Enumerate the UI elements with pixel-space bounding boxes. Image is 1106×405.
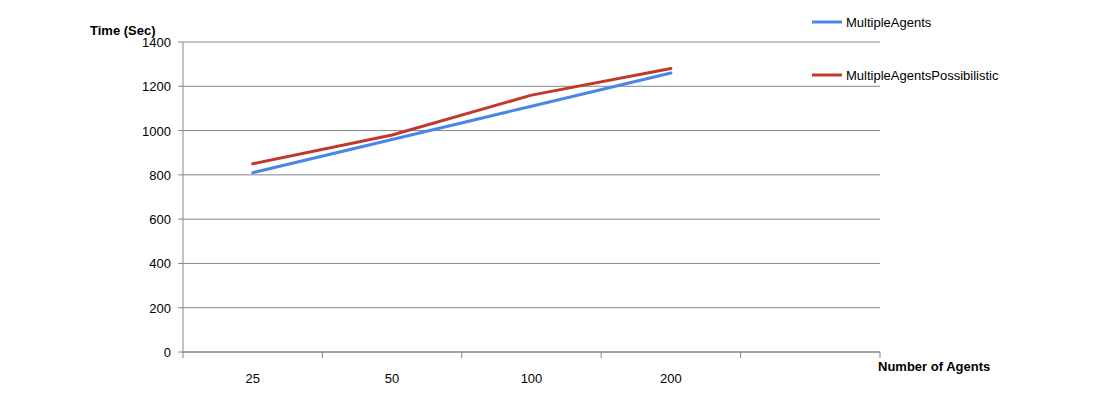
grid-line: [183, 42, 880, 43]
y-tick: [178, 263, 183, 264]
grid-line: [183, 263, 880, 264]
x-tick: [880, 352, 881, 358]
y-tick: [178, 219, 183, 220]
grid-line: [183, 174, 880, 175]
x-axis: [183, 352, 880, 353]
y-tick-label: 1000: [142, 124, 171, 139]
y-axis-title: Time (Sec): [90, 23, 156, 38]
y-tick-label: 800: [149, 168, 171, 183]
grid-line: [183, 352, 880, 353]
y-tick-label: 400: [149, 256, 171, 271]
x-axis-title: Number of Agents: [878, 359, 990, 374]
y-axis: [183, 42, 184, 352]
legend-label: MultipleAgentsPossibilistic: [846, 68, 999, 83]
series-line: [253, 69, 671, 164]
legend-swatch: [812, 21, 842, 24]
y-tick-label: 200: [149, 301, 171, 316]
x-tick-label: 50: [385, 371, 399, 386]
grid-line: [183, 130, 880, 131]
x-tick: [461, 352, 462, 358]
y-tick-label: 0: [164, 345, 171, 360]
y-tick: [178, 307, 183, 308]
legend-swatch: [812, 74, 842, 77]
chart-root: 02004006008001000120014002550100200Time …: [0, 0, 1106, 405]
chart-svg: 02004006008001000120014002550100200Time …: [0, 0, 1106, 405]
series-line: [253, 73, 671, 173]
y-tick-label: 600: [149, 212, 171, 227]
x-tick: [601, 352, 602, 358]
grid-line: [183, 219, 880, 220]
y-tick: [178, 130, 183, 131]
y-tick: [178, 86, 183, 87]
x-tick-label: 25: [245, 371, 259, 386]
grid-line: [183, 86, 880, 87]
legend-label: MultipleAgents: [846, 15, 932, 30]
y-tick: [178, 174, 183, 175]
x-tick: [740, 352, 741, 358]
x-tick: [322, 352, 323, 358]
y-tick-label: 1200: [142, 79, 171, 94]
y-tick: [178, 352, 183, 353]
y-tick: [178, 42, 183, 43]
x-tick: [183, 352, 184, 358]
x-tick-label: 200: [660, 371, 682, 386]
x-tick-label: 100: [521, 371, 543, 386]
grid-line: [183, 307, 880, 308]
plot-marks: [253, 69, 671, 173]
